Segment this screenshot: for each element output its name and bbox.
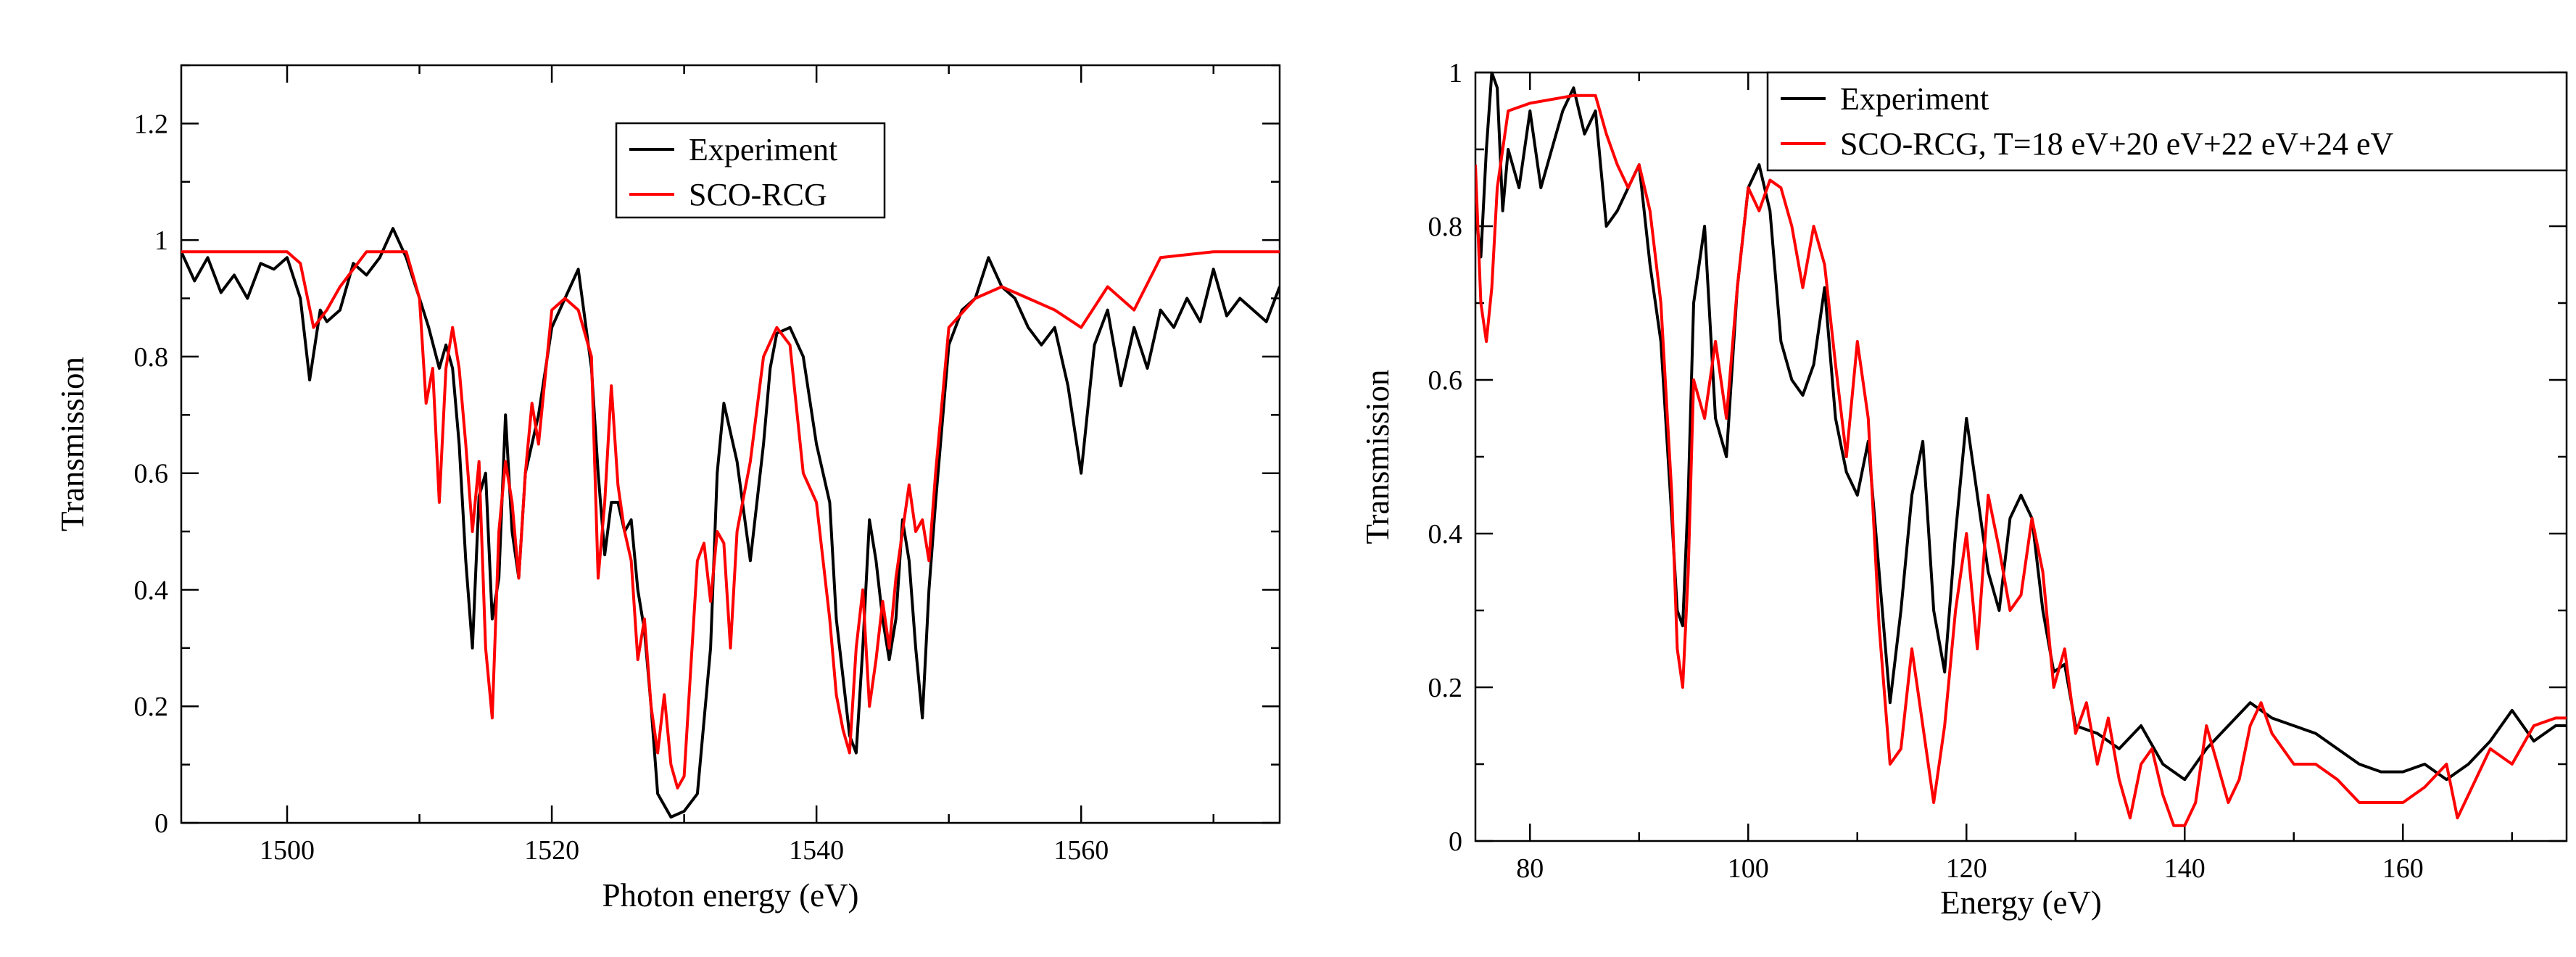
y-tick-label: 0.4 [134, 575, 169, 605]
x-tick-label: 1540 [789, 835, 844, 866]
x-tick-label: 100 [1728, 853, 1769, 884]
series-line-sco-rcg [1475, 94, 2567, 827]
y-axis-label: Transmission [54, 357, 91, 531]
x-tick-label: 160 [2382, 853, 2424, 884]
y-tick-label: 0.2 [1428, 673, 1463, 703]
series-group [1475, 72, 2567, 827]
y-tick-label: 1 [154, 225, 168, 256]
y-tick-label: 0.8 [1428, 212, 1463, 242]
y-tick-label: 1.2 [134, 109, 169, 139]
x-tick-label: 1520 [524, 835, 579, 866]
y-tick-label: 0.6 [1428, 365, 1463, 396]
x-tick-label: 140 [2164, 853, 2206, 884]
series-line-experiment [181, 227, 1280, 819]
y-tick-label: 0.8 [134, 342, 169, 373]
left-chart: 1500 1520 1540 1560 0 0.2 0.4 0.6 0.8 1 1.2 Photon … [54, 64, 1281, 914]
series-line-sco-rcg [181, 250, 1280, 790]
legend-label: SCO-RCG, T=18 eV+20 eV+22 eV+24 eV [1840, 126, 2394, 162]
legend-box [1766, 71, 2568, 172]
plot-frame [1474, 71, 2568, 842]
x-tick-label: 1500 [260, 835, 315, 866]
series-line-experiment [1475, 72, 2567, 782]
x-tick-label: 80 [1516, 853, 1544, 884]
legend-label: SCO-RCG [689, 177, 827, 212]
legend-label: Experiment [1840, 81, 1989, 117]
x-tick-label: 1560 [1053, 835, 1109, 866]
series-group [181, 227, 1280, 819]
right-chart: 80 100 120 140 160 0 0.2 0.4 0.6 0.8 1 Energy (eV) T… [1359, 58, 2568, 921]
y-tick-label: 0 [154, 808, 168, 839]
legend-label: Experiment [689, 132, 837, 167]
plot-frame [180, 64, 1281, 824]
x-tick-label: 120 [1946, 853, 1987, 884]
y-tick-label: 0 [1449, 826, 1462, 857]
y-axis-label: Transmission [1359, 370, 1396, 544]
x-axis-label: Photon energy (eV) [602, 877, 858, 914]
legend-box [615, 122, 886, 219]
y-tick-label: 0.2 [134, 692, 169, 722]
legend: Experiment SCO-RCG [615, 122, 886, 219]
x-axis-label: Energy (eV) [1940, 884, 2102, 921]
y-tick-label: 1 [1449, 58, 1462, 88]
y-tick-label: 0.4 [1428, 519, 1463, 550]
legend: Experiment SCO-RCG, T=18 eV+20 eV+22 eV+2… [1766, 71, 2568, 172]
y-tick-label: 0.6 [134, 459, 169, 489]
